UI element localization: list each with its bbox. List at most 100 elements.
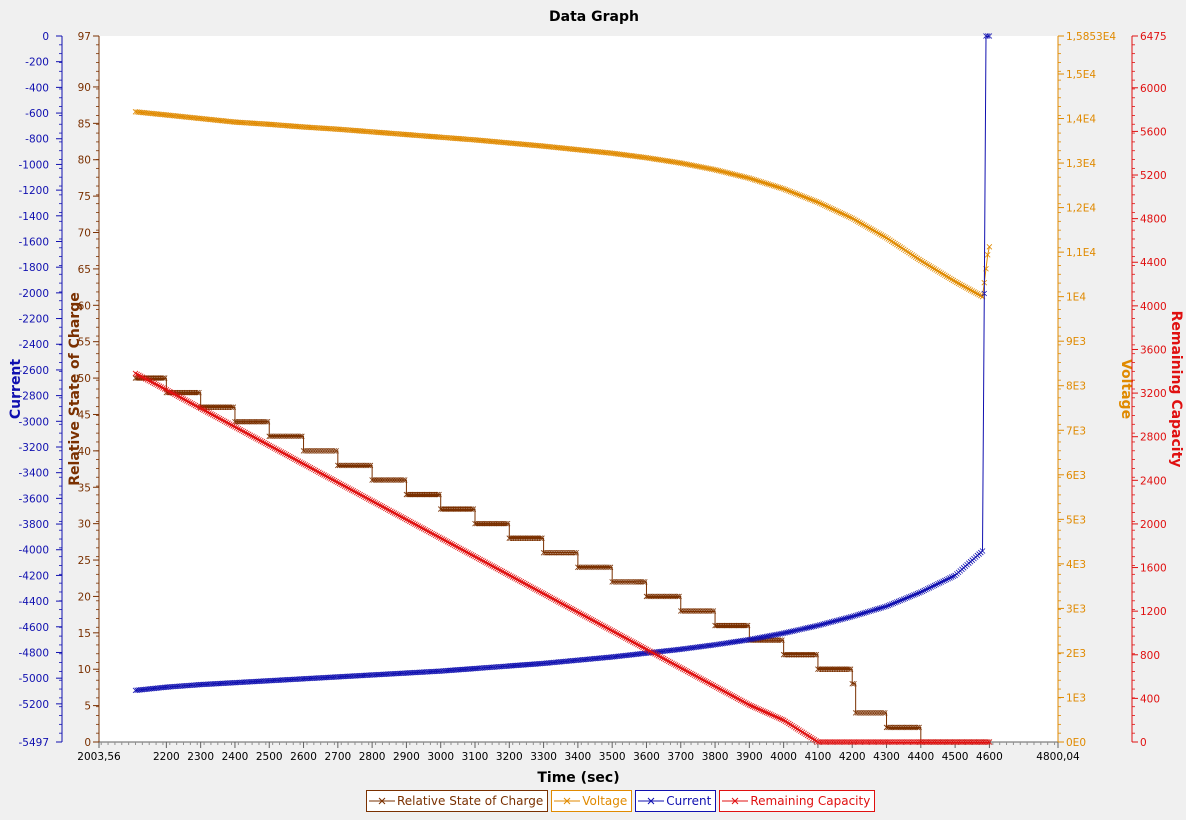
voltage-tick-label: 1,4E4 xyxy=(1066,114,1096,126)
legend-swatch-mark xyxy=(722,797,749,805)
voltage-tick-label: 1,3E4 xyxy=(1066,158,1096,170)
x-tick-label: 2700 xyxy=(324,751,351,763)
x-tick-label: 2600 xyxy=(290,751,317,763)
capacity-axis-title: Remaining Capacity xyxy=(1168,311,1184,468)
x-tick-label: 3800 xyxy=(702,751,729,763)
capacity-tick-label: 1600 xyxy=(1140,563,1167,575)
current-tick-label: -3200 xyxy=(18,442,49,454)
x-tick-label: 4800,04 xyxy=(1036,751,1080,763)
legend-item[interactable]: Voltage xyxy=(551,790,633,812)
capacity-tick-label: 2800 xyxy=(1140,432,1167,444)
capacity-tick-label: 3200 xyxy=(1140,388,1167,400)
x-tick-label: 3000 xyxy=(427,751,454,763)
current-tick-label: -4600 xyxy=(18,622,49,634)
rsoc-tick-label: 85 xyxy=(78,118,91,130)
x-tick-label: 2003,56 xyxy=(77,751,121,763)
current-tick-label: -2800 xyxy=(18,391,49,403)
voltage-tick-label: 3E3 xyxy=(1066,603,1086,615)
current-tick-label: -200 xyxy=(25,57,49,69)
capacity-tick-label: 0 xyxy=(1140,737,1147,749)
voltage-tick-label: 9E3 xyxy=(1066,336,1086,348)
axes-layer: 2003,56 2200 2300 2400 2500 2600 2700 2800 2900 3… xyxy=(8,31,1184,786)
x-tick-label: 3700 xyxy=(667,751,694,763)
rsoc-tick-label: 97 xyxy=(78,31,91,43)
legend-swatch-icon xyxy=(722,797,749,805)
legend-swatch-icon xyxy=(369,797,395,805)
x-tick-label: 3200 xyxy=(496,751,523,763)
x-tick-label: 3900 xyxy=(736,751,763,763)
legend-item[interactable]: Current xyxy=(635,790,717,812)
x-axis-title: Time (sec) xyxy=(537,770,619,786)
legend-swatch-icon xyxy=(638,797,665,805)
legend-swatch-mark xyxy=(369,797,395,805)
current-tick-label: -3000 xyxy=(18,416,49,428)
voltage-tick-label: 7E3 xyxy=(1066,425,1086,437)
chart-svg: Data Graph 2003,56 2200 2300 2400 2500 2600 27… xyxy=(8,9,1184,786)
rsoc-tick-label: 60 xyxy=(78,300,91,312)
capacity-tick-label: 2000 xyxy=(1140,519,1167,531)
series-voltage xyxy=(132,109,993,300)
x-tick-label: 2400 xyxy=(222,751,249,763)
capacity-tick-label: 6475 xyxy=(1140,31,1167,43)
x-tick-label: 2800 xyxy=(359,751,386,763)
voltage-tick-label: 1,2E4 xyxy=(1066,203,1096,215)
voltage-tick-label: 4E3 xyxy=(1066,559,1086,571)
current-tick-label: -4800 xyxy=(18,647,49,659)
voltage-tick-label: 1E3 xyxy=(1066,692,1086,704)
rsoc-tick-label: 20 xyxy=(78,591,91,603)
rsoc-tick-label: 35 xyxy=(78,482,91,494)
current-tick-label: -4400 xyxy=(18,596,49,608)
voltage-tick-label: 1,1E4 xyxy=(1066,247,1096,259)
legend-swatch-icon xyxy=(554,797,581,805)
x-tick-label: 3300 xyxy=(530,751,557,763)
rsoc-tick-label: 75 xyxy=(78,191,91,203)
capacity-tick-label: 2400 xyxy=(1140,475,1167,487)
series-markers-current xyxy=(132,33,993,694)
legend-label: Current xyxy=(666,794,712,808)
capacity-tick-label: 4400 xyxy=(1140,257,1167,269)
series-markers-capacity xyxy=(132,370,993,745)
legend-swatch-mark xyxy=(554,797,581,805)
series-markers-rsoc xyxy=(132,375,993,745)
x-tick-label: 2200 xyxy=(153,751,180,763)
legend: Relative State of Charge Voltage Current Re… xyxy=(366,790,876,814)
x-tick-label: 4200 xyxy=(839,751,866,763)
x-tick-label: 4000 xyxy=(770,751,797,763)
rsoc-tick-label: 55 xyxy=(78,337,91,349)
voltage-axis-title: Voltage xyxy=(1118,359,1134,419)
current-tick-label: 0 xyxy=(42,31,49,43)
x-tick-label: 4300 xyxy=(873,751,900,763)
rsoc-tick-label: 0 xyxy=(84,737,91,749)
x-tick-label: 3500 xyxy=(599,751,626,763)
voltage-tick-label: 1E4 xyxy=(1066,292,1086,304)
legend-label: Relative State of Charge xyxy=(397,794,544,808)
current-tick-label: -3600 xyxy=(18,493,49,505)
x-tick-label: 3600 xyxy=(633,751,660,763)
rsoc-tick-label: 80 xyxy=(78,155,91,167)
legend-label: Voltage xyxy=(582,794,628,808)
legend-item[interactable]: Relative State of Charge xyxy=(366,790,549,812)
current-tick-label: -5200 xyxy=(18,699,49,711)
voltage-tick-label: 1,5E4 xyxy=(1066,69,1096,81)
legend-item[interactable]: Remaining Capacity xyxy=(719,790,876,812)
current-tick-label: -2000 xyxy=(18,288,49,300)
chart-title: Data Graph xyxy=(549,9,639,25)
series-current xyxy=(132,33,993,694)
legend-label: Remaining Capacity xyxy=(750,794,871,808)
rsoc-tick-label: 5 xyxy=(84,701,91,713)
current-tick-label: -5000 xyxy=(18,673,49,685)
voltage-tick-label: 5E3 xyxy=(1066,514,1086,526)
current-tick-label: -400 xyxy=(25,82,49,94)
current-tick-label: -5497 xyxy=(18,737,49,749)
current-tick-label: -2600 xyxy=(18,365,49,377)
current-tick-label: -1200 xyxy=(18,185,49,197)
capacity-tick-label: 4800 xyxy=(1140,214,1167,226)
current-tick-label: -3400 xyxy=(18,468,49,480)
rsoc-tick-label: 40 xyxy=(78,446,91,458)
current-tick-label: -1000 xyxy=(18,159,49,171)
current-tick-label: -1600 xyxy=(18,236,49,248)
x-tick-label: 4600 xyxy=(976,751,1003,763)
current-tick-label: -3800 xyxy=(18,519,49,531)
current-tick-label: -2200 xyxy=(18,314,49,326)
